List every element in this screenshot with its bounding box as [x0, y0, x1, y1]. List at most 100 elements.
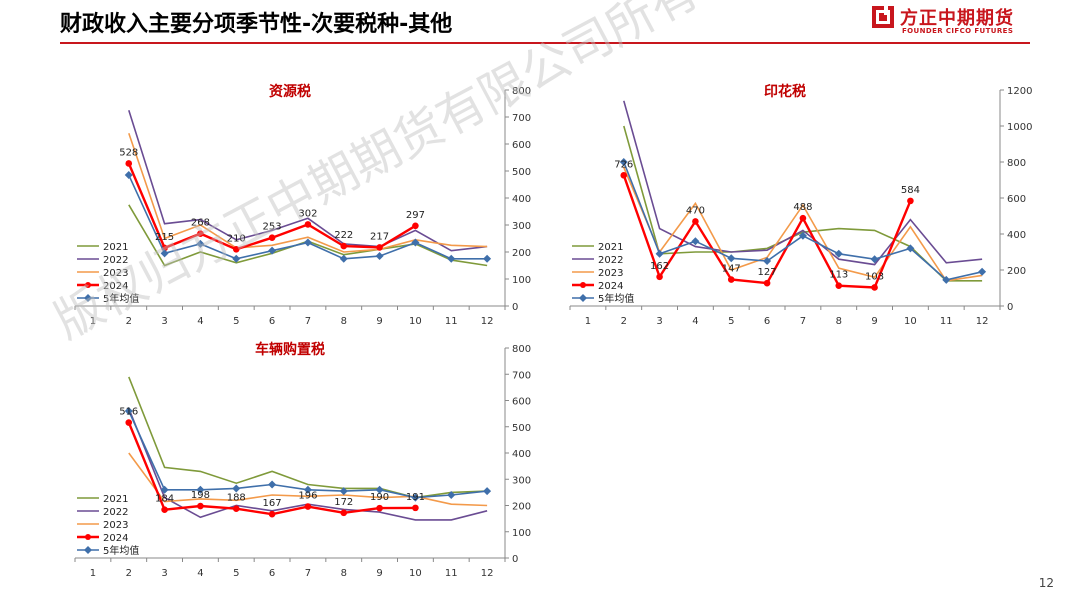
legend-entry: 2022 [598, 255, 623, 266]
x-tick-label: 10 [904, 316, 917, 327]
legend-marker [580, 282, 586, 288]
x-tick-label: 9 [871, 316, 877, 327]
point-5年均值 [124, 171, 133, 180]
y-tick-label: 800 [512, 86, 531, 97]
point-5年均值 [232, 254, 241, 263]
point-2024 [835, 282, 843, 289]
point-2024 [232, 246, 240, 253]
x-tick-label: 2 [126, 568, 132, 579]
point-5年均值 [196, 239, 205, 248]
y-tick-label: 200 [512, 248, 531, 259]
logo-text-en: FOUNDER CIFCO FUTURES [902, 27, 1014, 35]
chart-title: 印花税 [764, 83, 806, 100]
data-label: 162 [650, 261, 669, 272]
point-5年均值 [691, 237, 700, 246]
point-5年均值 [798, 231, 807, 240]
legend-marker [84, 294, 92, 302]
x-tick-label: 3 [161, 316, 167, 327]
point-5年均值 [160, 249, 169, 258]
header-rule [60, 42, 1030, 44]
point-2024 [197, 230, 204, 237]
point-5年均值 [447, 254, 456, 263]
legend-marker [84, 546, 92, 554]
point-2024 [620, 172, 628, 179]
point-5年均值 [763, 257, 772, 265]
point-5年均值 [303, 238, 312, 247]
legend-entry: 2021 [598, 242, 623, 253]
data-label: 470 [686, 205, 705, 216]
data-label: 188 [227, 493, 246, 504]
point-2024 [340, 509, 348, 517]
point-2024 [763, 279, 771, 287]
y-tick-label: 500 [512, 167, 531, 178]
series-line-2023 [128, 132, 488, 253]
point-2024 [907, 197, 914, 205]
chart-resource-tax: 资源税 0 100 200 300 400 500 600 700 800 1 2 3 4 5 6 7 8 9 10 1… [70, 78, 540, 336]
point-5年均值 [655, 249, 664, 258]
chart-stamp-tax: 印花税 0 200 400 600 800 1000 1200 1 2 3 4 5 6 7 8 9 10 11 12 7… [565, 78, 1035, 336]
data-label: 190 [370, 492, 389, 503]
x-tick-label: 10 [409, 568, 422, 579]
y-tick-label: 100 [512, 528, 531, 539]
data-label: 103 [865, 271, 884, 282]
y-tick-label: 0 [512, 554, 518, 565]
y-tick-label: 0 [512, 302, 518, 313]
point-5年均值 [375, 485, 384, 494]
series-line-2022 [623, 100, 983, 266]
y-tick-label: 800 [512, 344, 531, 355]
x-tick-label: 12 [976, 316, 989, 327]
x-tick-label: 1 [585, 316, 591, 327]
series-line-2023 [128, 452, 488, 507]
point-5年均值 [447, 491, 456, 499]
data-label: 113 [829, 270, 848, 281]
point-2024 [125, 160, 133, 167]
x-tick-label: 9 [376, 316, 382, 327]
data-label: 210 [227, 233, 246, 244]
x-tick-label: 3 [161, 568, 167, 579]
point-5年均值 [978, 267, 987, 276]
y-tick-label: 300 [512, 475, 531, 486]
chart-title: 车辆购置税 [255, 341, 325, 358]
x-tick-label: 4 [197, 316, 203, 327]
y-tick-label: 600 [512, 397, 531, 408]
data-label: 198 [191, 490, 210, 501]
data-label: 268 [191, 218, 210, 229]
point-5年均值 [727, 254, 736, 263]
x-tick-label: 4 [692, 316, 698, 327]
page-title: 财政收入主要分项季节性-次要税种-其他 [60, 12, 453, 37]
point-2024 [125, 419, 133, 426]
legend-entry: 2023 [598, 268, 623, 279]
y-tick-label: 1000 [1007, 122, 1032, 133]
x-tick-label: 6 [764, 316, 770, 327]
y-tick-label: 400 [512, 449, 531, 460]
data-label: 215 [155, 232, 174, 243]
point-2024 [340, 242, 348, 250]
point-5年均值 [942, 275, 951, 284]
series-line-2022 [128, 110, 488, 252]
legend-entry: 2022 [103, 507, 128, 518]
x-tick-label: 2 [621, 316, 627, 327]
legend-marker [85, 282, 91, 288]
point-5年均值 [196, 485, 205, 494]
x-tick-label: 10 [409, 316, 422, 327]
x-tick-label: 8 [341, 568, 347, 579]
y-tick-label: 200 [1007, 266, 1026, 277]
logo-mark-icon [872, 6, 894, 28]
data-label: 127 [758, 267, 777, 278]
data-label: 516 [119, 407, 138, 418]
point-2024 [692, 218, 699, 225]
x-tick-label: 12 [481, 568, 494, 579]
point-2024 [268, 234, 276, 241]
y-tick-label: 400 [1007, 230, 1026, 241]
point-2024 [268, 510, 276, 518]
chart-vehicle-purchase-tax: 车辆购置税 0 100 200 300 400 500 600 700 800 1 2 3 4 5 6 7 8 9 1… [70, 336, 540, 588]
point-2024 [412, 222, 419, 230]
x-tick-label: 7 [305, 316, 311, 327]
y-tick-label: 800 [1007, 158, 1026, 169]
point-2024 [197, 502, 204, 510]
data-label: 726 [614, 159, 633, 170]
x-tick-label: 11 [940, 316, 953, 327]
point-5年均值 [483, 487, 492, 496]
y-tick-label: 200 [512, 502, 531, 513]
y-tick-label: 0 [1007, 302, 1013, 313]
